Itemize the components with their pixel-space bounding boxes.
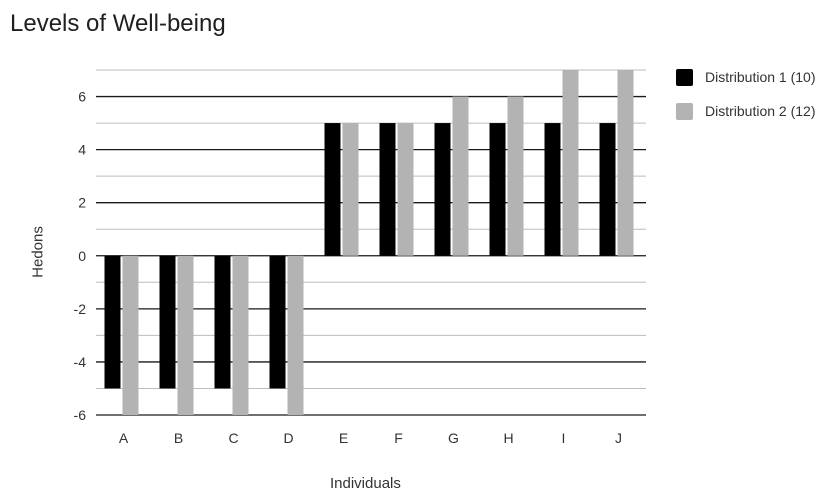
y-tick-label: 0 bbox=[78, 248, 86, 264]
bar-H-series-2[interactable] bbox=[507, 96, 524, 256]
x-tick-label: A bbox=[119, 430, 129, 446]
x-tick-label: B bbox=[174, 430, 183, 446]
legend: Distribution 1 (10) Distribution 2 (12) bbox=[676, 60, 816, 128]
legend-swatch-series-1 bbox=[676, 68, 693, 86]
y-tick-label: -2 bbox=[74, 301, 87, 317]
x-tick-label: G bbox=[448, 430, 459, 446]
bar-E-series-2[interactable] bbox=[342, 123, 359, 256]
legend-item-series-1[interactable]: Distribution 1 (10) bbox=[676, 60, 816, 94]
x-tick-label: I bbox=[562, 430, 566, 446]
bar-A-series-1[interactable] bbox=[104, 255, 121, 389]
x-tick-label: F bbox=[394, 430, 403, 446]
y-tick-label: 6 bbox=[78, 89, 86, 105]
x-tick-label: J bbox=[615, 430, 622, 446]
y-tick-label: 2 bbox=[78, 195, 86, 211]
x-tick-label: C bbox=[228, 430, 238, 446]
bar-G-series-1[interactable] bbox=[434, 123, 451, 256]
bar-J-series-2[interactable] bbox=[617, 70, 634, 256]
x-tick-label: E bbox=[339, 430, 348, 446]
y-tick-label: 4 bbox=[78, 142, 86, 158]
bar-G-series-2[interactable] bbox=[452, 96, 469, 256]
y-tick-label: -4 bbox=[74, 354, 87, 370]
bar-H-series-1[interactable] bbox=[489, 123, 506, 256]
bar-F-series-1[interactable] bbox=[379, 123, 396, 256]
legend-label-series-1: Distribution 1 (10) bbox=[705, 69, 816, 85]
bar-E-series-1[interactable] bbox=[324, 123, 341, 256]
bar-C-series-2[interactable] bbox=[232, 255, 249, 415]
x-tick-label: D bbox=[283, 430, 293, 446]
y-tick-label: -6 bbox=[74, 407, 87, 423]
chart-title: Levels of Well-being bbox=[10, 10, 226, 37]
bar-B-series-2[interactable] bbox=[177, 255, 194, 415]
bar-J-series-1[interactable] bbox=[599, 123, 616, 256]
x-tick-label: H bbox=[503, 430, 513, 446]
bar-I-series-1[interactable] bbox=[544, 123, 561, 256]
bar-A-series-2[interactable] bbox=[122, 255, 139, 415]
legend-item-series-2[interactable]: Distribution 2 (12) bbox=[676, 94, 816, 128]
bar-F-series-2[interactable] bbox=[397, 123, 414, 256]
bar-B-series-1[interactable] bbox=[159, 255, 176, 389]
bar-D-series-2[interactable] bbox=[287, 255, 304, 415]
legend-swatch-series-2 bbox=[676, 102, 693, 120]
x-axis-label: Individuals bbox=[330, 475, 401, 492]
legend-label-series-2: Distribution 2 (12) bbox=[705, 103, 816, 119]
bar-D-series-1[interactable] bbox=[269, 255, 286, 389]
bar-I-series-2[interactable] bbox=[562, 70, 579, 256]
bar-C-series-1[interactable] bbox=[214, 255, 231, 389]
